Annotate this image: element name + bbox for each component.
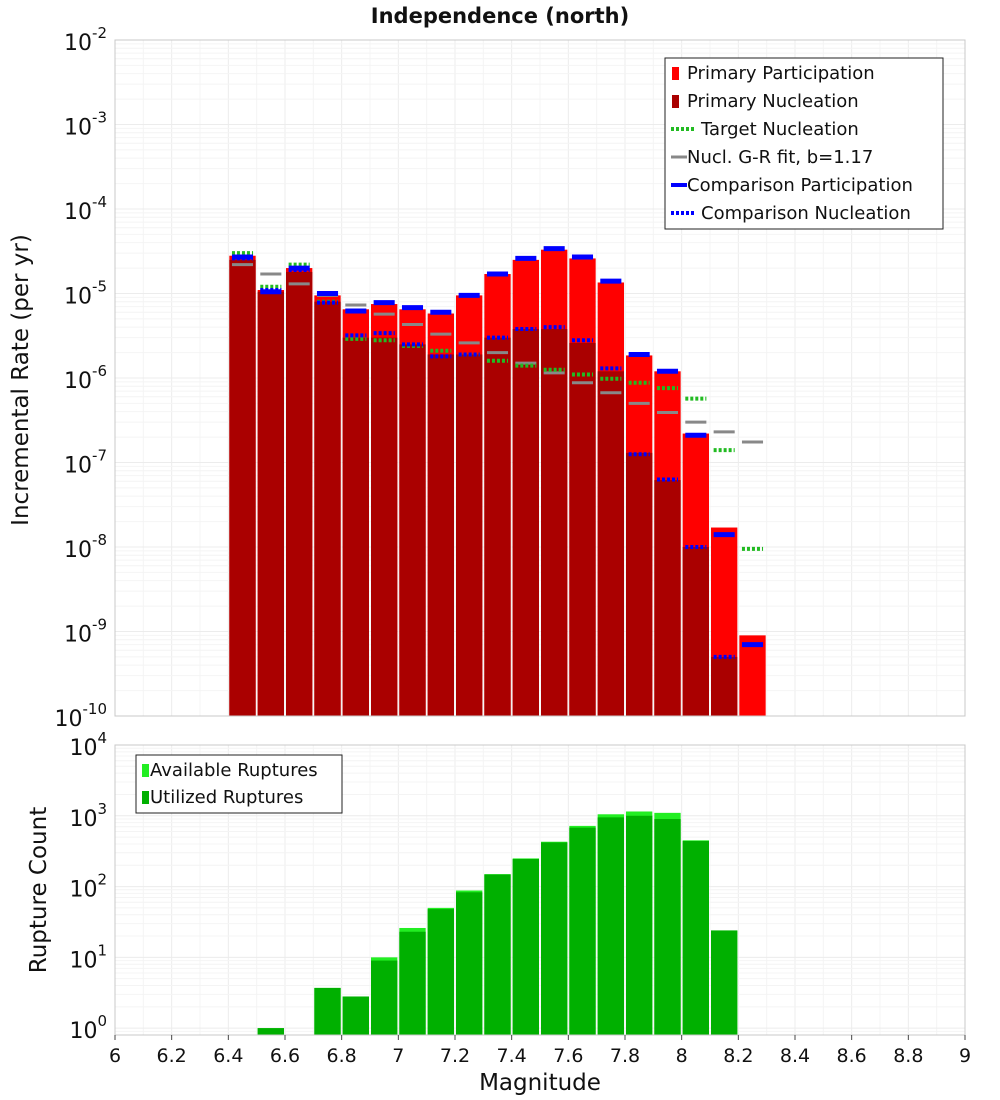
x-tick-label: 8.8: [893, 1045, 923, 1067]
count-y-tick-label: 104: [69, 729, 107, 761]
utilized-ruptures-bar: [257, 1028, 284, 1035]
count-grid: [114, 744, 966, 1036]
utilized-ruptures-bar: [484, 874, 511, 1035]
nucleation-bar: [257, 291, 284, 716]
utilized-ruptures-bar: [314, 987, 341, 1035]
count-legend: Available Ruptures Utilized Ruptures: [135, 754, 343, 814]
x-tick-label: 6.2: [157, 1045, 187, 1067]
nucleation-bar: [626, 452, 653, 716]
legend-swatch: [142, 791, 149, 804]
utilized-ruptures-bar: [711, 930, 738, 1035]
x-tick-label: 8: [676, 1045, 688, 1067]
nucleation-bar: [286, 271, 313, 716]
legend-label: Target Nucleation: [700, 119, 859, 140]
count-bars: [257, 811, 738, 1035]
nucleation-bar: [682, 547, 709, 716]
utilized-ruptures-bar: [371, 960, 398, 1035]
x-tick-label: 6: [109, 1045, 121, 1067]
utilized-ruptures-bar: [654, 819, 681, 1035]
rate-legend-box: [664, 57, 944, 230]
nucleation-bar: [229, 259, 256, 716]
legend-label: Comparison Participation: [687, 175, 913, 196]
rate-y-tick-label: 10-7: [64, 447, 107, 479]
utilized-ruptures-bar: [682, 841, 709, 1035]
nucleation-bar: [427, 354, 454, 716]
x-tick-label: 7.8: [610, 1045, 640, 1067]
legend-label: Primary Nucleation: [687, 91, 859, 112]
x-tick-label: 8.6: [837, 1045, 867, 1067]
legend-label: Nucl. G-R fit, b=1.17: [687, 147, 873, 168]
nucleation-bar: [371, 337, 398, 716]
x-tick-label: 6.8: [327, 1045, 357, 1067]
rate-markers: [231, 246, 764, 659]
rate-y-axis-title: Incremental Rate (per yr): [8, 234, 34, 526]
count-panel: 100 101 102 103 104 6 6.2 6.4 6.6 6.8 7 7.2 7.4 7.6 7…: [26, 729, 971, 1096]
utilized-ruptures-bar: [512, 859, 539, 1035]
nucleation-bar: [456, 354, 483, 716]
x-tick-label: 6.4: [213, 1045, 243, 1067]
utilized-ruptures-bar: [342, 996, 369, 1035]
count-y-tick-label: 101: [69, 941, 107, 973]
rate-y-tick-label: 10-6: [64, 362, 107, 394]
rate-y-ticks: 10-10 10-9 10-8 10-7 10-6 10-5 10-4 10-3 10-2: [55, 24, 108, 732]
rate-panel: Independence (north) 10-1010-910-810-710…: [8, 4, 966, 732]
rate-bars: [229, 249, 766, 716]
nucleation-bar: [342, 337, 369, 716]
count-y-tick-label: 103: [69, 800, 107, 832]
nucleation-bar: [512, 329, 539, 716]
legend-label: Primary Participation: [687, 63, 875, 84]
x-tick-label: 7.4: [497, 1045, 527, 1067]
utilized-ruptures-bar: [569, 827, 596, 1035]
utilized-ruptures-bar: [626, 815, 653, 1035]
nucleation-bar: [314, 301, 341, 716]
rate-y-tick-label: 10-10: [55, 700, 108, 732]
nucleation-bar: [541, 329, 568, 716]
rate-plot-frame: [114, 39, 966, 717]
utilized-ruptures-bar: [456, 892, 483, 1035]
legend-label: Comparison Nucleation: [701, 203, 911, 224]
rate-y-tick-label: 10-8: [64, 531, 107, 563]
legend-label: Available Ruptures: [150, 760, 318, 781]
rate-y-tick-label: 10-2: [64, 24, 107, 56]
x-tick-label: 7.2: [440, 1045, 470, 1067]
x-tick-label: 9: [959, 1045, 971, 1067]
count-plot-frame: [114, 744, 966, 1036]
x-tick-label: 7: [392, 1045, 404, 1067]
x-axis-title: Magnitude: [479, 1070, 601, 1096]
nucleation-bar: [399, 344, 426, 716]
x-axis-ticks: 6 6.2 6.4 6.6 6.8 7 7.2 7.4 7.6 7.8 8 8.2 8.4 8.6 8.8 9: [109, 1035, 971, 1067]
rate-y-tick-label: 10-5: [64, 278, 107, 310]
count-y-ticks: 100 101 102 103 104: [69, 729, 107, 1044]
legend-swatch: [142, 764, 149, 777]
legend-label: Utilized Ruptures: [150, 787, 303, 808]
x-tick-label: 7.6: [553, 1045, 583, 1067]
nucleation-bar: [711, 656, 738, 716]
count-y-tick-label: 102: [69, 871, 107, 903]
count-y-tick-label: 100: [69, 1012, 107, 1044]
utilized-ruptures-bar: [541, 842, 568, 1035]
utilized-ruptures-bar: [427, 909, 454, 1035]
chart-title: Independence (north): [371, 4, 629, 28]
nucleation-bar: [569, 342, 596, 716]
participation-bar: [739, 635, 766, 716]
nucleation-bar: [654, 480, 681, 716]
nucleation-bar: [597, 371, 624, 716]
x-tick-label: 8.2: [723, 1045, 753, 1067]
utilized-ruptures-bar: [597, 817, 624, 1035]
legend-swatch: [672, 95, 679, 108]
legend-swatch: [672, 67, 679, 80]
rate-y-tick-label: 10-9: [64, 616, 107, 648]
utilized-ruptures-bar: [399, 931, 426, 1035]
count-legend-box: [135, 754, 343, 814]
x-tick-label: 6.6: [270, 1045, 300, 1067]
count-y-axis-title: Rupture Count: [26, 807, 52, 973]
nucleation-bar: [484, 337, 511, 716]
rate-y-tick-label: 10-4: [64, 193, 107, 225]
x-tick-label: 8.4: [780, 1045, 810, 1067]
rate-legend: Primary Participation Primary Nucleation T…: [664, 57, 944, 230]
rate-y-tick-label: 10-3: [64, 109, 107, 141]
